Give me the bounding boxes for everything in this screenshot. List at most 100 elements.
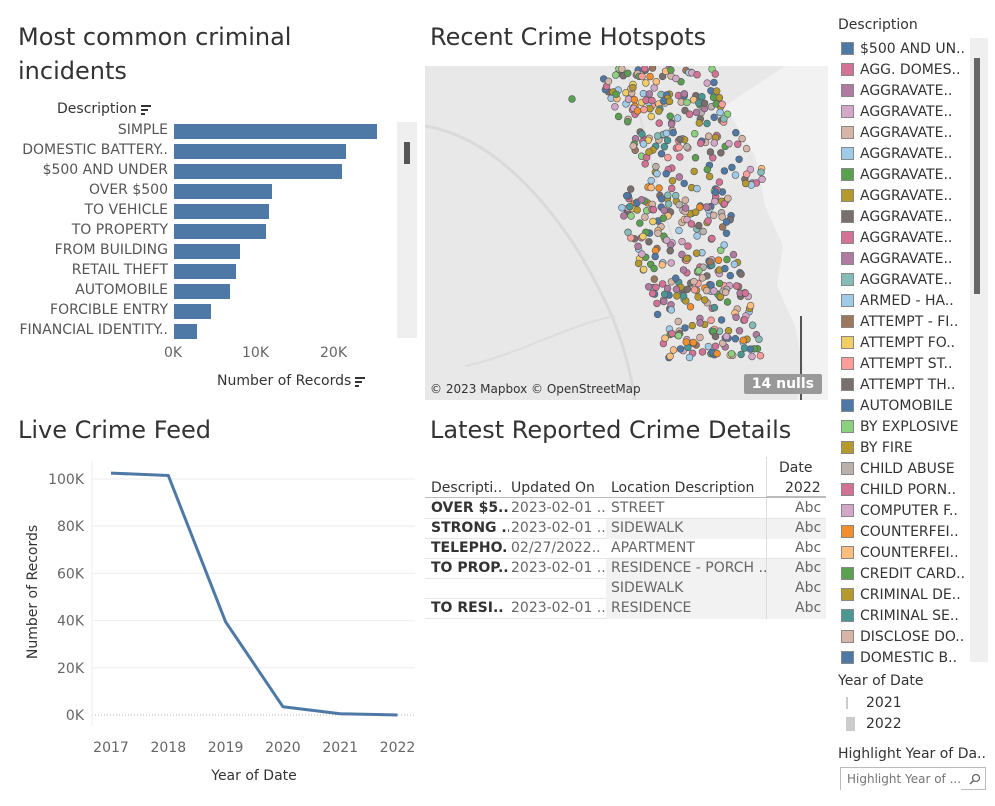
legend-item[interactable]: AGG. DOMES.. — [841, 59, 960, 80]
map-point[interactable] — [627, 185, 635, 193]
map-point[interactable] — [693, 232, 701, 240]
map-point[interactable] — [682, 338, 690, 346]
bar[interactable] — [174, 264, 237, 279]
map-point[interactable] — [648, 289, 657, 298]
legend-item[interactable]: ATTEMPT FO.. — [841, 332, 955, 353]
map-point[interactable] — [648, 96, 656, 105]
map-point[interactable] — [735, 155, 743, 164]
map-point[interactable] — [664, 153, 672, 162]
map-point[interactable] — [652, 283, 660, 292]
bar-chart-scroll-thumb[interactable] — [404, 142, 410, 164]
map-point[interactable] — [710, 139, 718, 147]
map-point[interactable] — [667, 66, 675, 74]
legend-item[interactable]: BY FIRE — [841, 437, 913, 458]
map-point[interactable] — [624, 117, 632, 126]
legend-item[interactable]: AGGRAVATE.. — [841, 248, 952, 269]
legend-item[interactable]: COUNTERFEI.. — [841, 542, 959, 563]
map-point[interactable] — [662, 169, 670, 178]
map-point[interactable] — [680, 179, 688, 188]
map-point[interactable] — [698, 348, 707, 356]
map-point[interactable] — [675, 201, 683, 209]
map-point[interactable] — [706, 148, 715, 156]
legend-item[interactable]: AGGRAVATE.. — [841, 227, 952, 248]
map-point[interactable] — [681, 204, 690, 212]
map-point[interactable] — [611, 103, 619, 111]
map-point[interactable] — [694, 293, 702, 301]
legend-item[interactable]: DISCLOSE DO.. — [841, 626, 964, 647]
map-point[interactable] — [756, 352, 765, 360]
map-point[interactable] — [732, 313, 740, 322]
map-point[interactable] — [720, 200, 729, 208]
map-point[interactable] — [647, 112, 656, 121]
map-point[interactable] — [711, 332, 720, 341]
legend-item[interactable]: CRIMINAL DE.. — [841, 584, 961, 605]
map-point[interactable] — [692, 108, 701, 117]
map-point[interactable] — [703, 286, 711, 295]
map-point[interactable] — [724, 194, 732, 203]
map-point[interactable] — [707, 281, 715, 289]
map-point[interactable] — [638, 250, 646, 258]
map-point[interactable] — [664, 191, 672, 199]
legend-item[interactable]: AGGRAVATE.. — [841, 101, 952, 122]
legend-item[interactable]: ATTEMPT ST.. — [841, 353, 952, 374]
map-point[interactable] — [686, 303, 695, 311]
legend-item[interactable]: AGGRAVATE.. — [841, 206, 952, 227]
map-point[interactable] — [639, 232, 647, 241]
map-point[interactable] — [696, 333, 704, 342]
map-point[interactable] — [683, 98, 691, 107]
map-point[interactable] — [645, 148, 653, 156]
bar[interactable] — [174, 224, 267, 239]
map-point[interactable] — [665, 97, 674, 106]
map-point[interactable] — [666, 247, 674, 255]
map-point[interactable] — [675, 226, 683, 235]
map-point[interactable] — [653, 132, 662, 140]
map-point[interactable] — [710, 287, 718, 295]
map-point[interactable] — [691, 129, 699, 138]
map-point[interactable] — [667, 306, 676, 314]
map-point[interactable] — [653, 169, 661, 178]
map-point[interactable] — [727, 350, 736, 358]
map-point[interactable] — [702, 203, 711, 211]
map-point[interactable] — [729, 250, 738, 259]
map-point[interactable] — [726, 271, 734, 280]
map-point[interactable] — [647, 183, 655, 192]
map-point[interactable] — [668, 329, 676, 338]
map-point[interactable] — [618, 66, 626, 73]
legend-item[interactable]: AGGRAVATE.. — [841, 80, 952, 101]
map-point[interactable] — [627, 212, 635, 220]
map-point[interactable] — [658, 261, 667, 269]
legend-item[interactable]: AUTOMOBILE — [841, 395, 953, 416]
map-point[interactable] — [638, 130, 646, 138]
map-point[interactable] — [748, 321, 757, 329]
series-line[interactable] — [110, 471, 398, 717]
legend-item[interactable]: AGGRAVATE.. — [841, 185, 952, 206]
map-point[interactable] — [715, 94, 724, 102]
map-point[interactable] — [655, 184, 663, 192]
map-point[interactable] — [604, 77, 613, 85]
legend-item[interactable]: CHILD PORN.. — [841, 479, 956, 500]
map-point[interactable] — [708, 234, 716, 243]
map-point[interactable] — [700, 99, 709, 107]
map-point[interactable] — [683, 215, 691, 224]
legend-item[interactable]: ATTEMPT - FI.. — [841, 311, 958, 332]
map-point[interactable] — [649, 217, 657, 226]
map-point[interactable] — [675, 173, 684, 181]
map-point[interactable] — [720, 115, 728, 123]
map-point[interactable] — [679, 266, 688, 274]
map-point[interactable] — [683, 143, 691, 151]
map-point[interactable] — [634, 242, 642, 251]
map-point[interactable] — [645, 238, 653, 246]
legend-item[interactable]: COMPUTER F.. — [841, 500, 958, 521]
map-point[interactable] — [692, 249, 701, 257]
map-point[interactable] — [624, 228, 632, 237]
map-point[interactable] — [695, 221, 703, 230]
map-point[interactable] — [703, 119, 711, 128]
map-point[interactable] — [663, 236, 671, 244]
map-point[interactable] — [738, 134, 746, 143]
map-point[interactable] — [661, 290, 669, 299]
map-point[interactable] — [629, 142, 637, 150]
legend-item[interactable]: ARMED - HA.. — [841, 290, 954, 311]
map-point[interactable] — [655, 119, 663, 127]
bar-category-label[interactable]: FORCIBLE ENTRY — [50, 302, 168, 318]
map-point[interactable] — [713, 87, 721, 95]
